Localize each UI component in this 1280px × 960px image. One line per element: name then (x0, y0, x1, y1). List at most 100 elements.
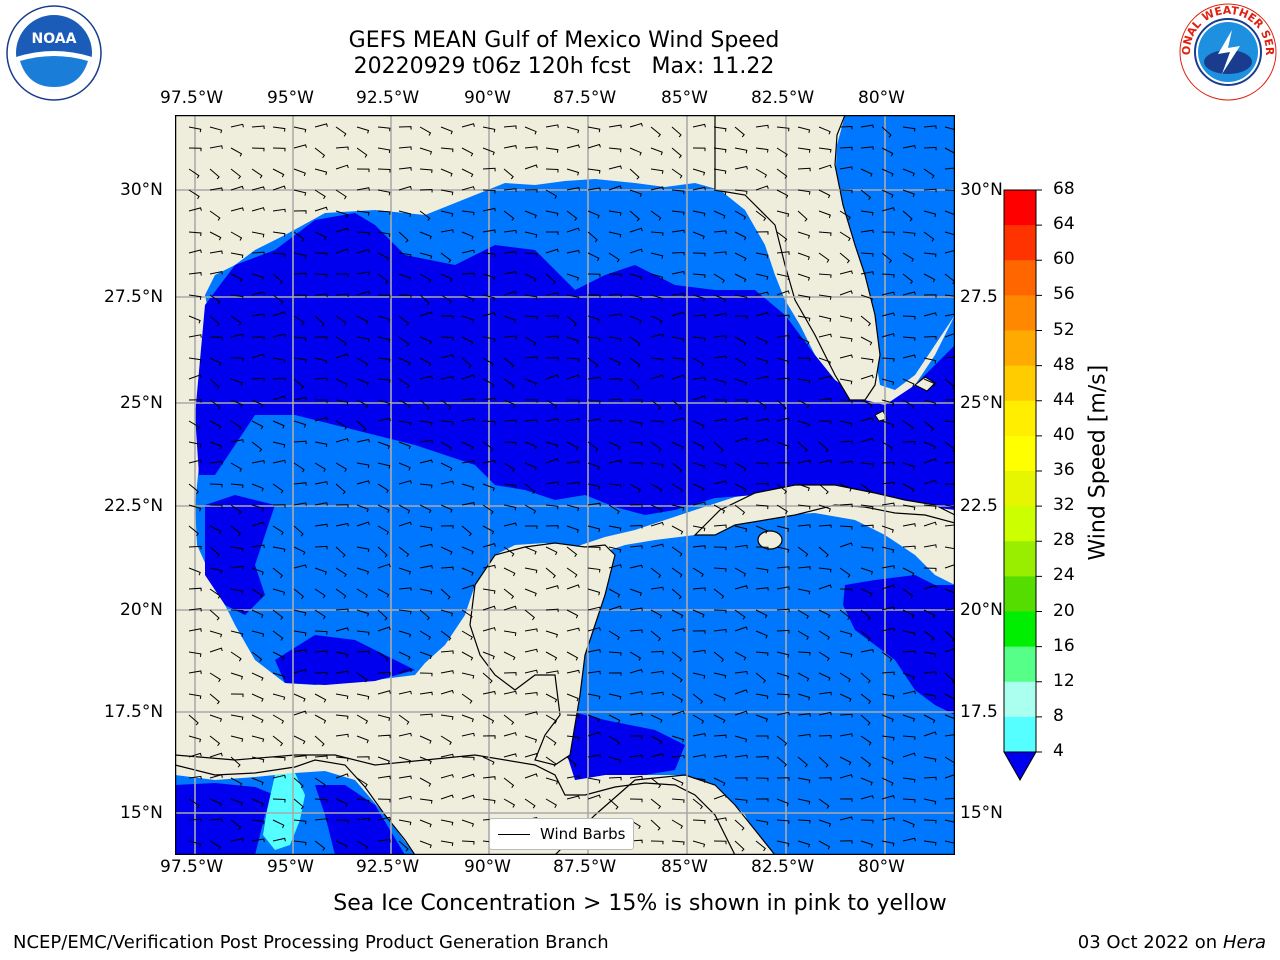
lon-tick-bottom: 90°W (464, 857, 511, 877)
wind-barb (419, 609, 430, 621)
wind-barb (671, 710, 685, 716)
wind-barb (902, 440, 916, 445)
wind-barb (944, 714, 955, 723)
wind-barb (944, 231, 955, 236)
wind-barb (525, 525, 538, 529)
wind-barb (713, 189, 727, 196)
wind-barb (671, 168, 683, 179)
wind-barb (734, 231, 747, 241)
wind-barb (272, 735, 284, 747)
wind-barb (356, 147, 368, 158)
wind-barb (818, 524, 832, 529)
wind-barb (881, 399, 895, 407)
wind-barb (461, 609, 473, 620)
wind-barb (377, 775, 391, 780)
wind-barb (713, 609, 727, 614)
wind-barb (230, 735, 244, 743)
wind-barb (944, 356, 955, 359)
noaa-logo: NOAA (6, 5, 102, 101)
lat-tick-left: 22.5°N (104, 496, 164, 516)
wind-barb (314, 231, 327, 241)
wind-barb (860, 546, 874, 552)
legend-line-icon (498, 833, 530, 835)
wind-barb (377, 609, 388, 621)
wind-barb (335, 189, 347, 200)
wind-barb (734, 735, 748, 743)
wind-barb (608, 231, 622, 238)
wind-barb (356, 480, 370, 485)
wind-barb (797, 210, 808, 222)
wind-barb (356, 210, 370, 216)
wind-barb (587, 273, 601, 278)
wind-barb (503, 651, 516, 661)
wind-barb (419, 439, 433, 444)
wind-barb (272, 609, 284, 620)
wind-barb (440, 441, 453, 451)
wind-barb (230, 185, 244, 191)
wind-barb (356, 588, 368, 598)
wind-barb (272, 208, 286, 213)
wind-barb (587, 693, 601, 700)
wind-barb (503, 567, 516, 577)
wind-barb (545, 714, 557, 724)
wind-barb (713, 418, 727, 423)
wind-barb (692, 336, 706, 342)
wind-barb (335, 627, 349, 632)
wind-barb (461, 567, 474, 576)
wind-barb (902, 399, 914, 410)
wind-barb (419, 840, 432, 849)
wind-barb (839, 816, 853, 821)
wind-barb (293, 546, 306, 556)
wind-barb (923, 479, 937, 485)
wind-barb (902, 504, 916, 511)
wind-barb (251, 838, 265, 842)
wind-barb (713, 567, 727, 572)
wind-barb (608, 588, 621, 598)
wind-barb (818, 777, 832, 781)
wind-barb (797, 588, 811, 595)
wind-barb (335, 378, 348, 388)
wind-barb (734, 710, 748, 716)
wind-barb (419, 273, 432, 283)
wind-barb (713, 462, 727, 469)
wind-barb (776, 168, 788, 179)
central-america-land (175, 754, 776, 855)
wind-barb (335, 651, 349, 658)
high-wind-region (263, 773, 305, 850)
wind-barb (209, 818, 223, 823)
wind-barb (230, 777, 243, 787)
wind-barb (587, 462, 600, 470)
wind-barb (251, 353, 265, 359)
wind-barb (881, 441, 894, 451)
wind-barb (692, 462, 706, 470)
wind-barb (902, 315, 916, 320)
wind-barb (818, 294, 832, 300)
wind-barb (944, 332, 955, 338)
wind-barb (377, 838, 391, 843)
wind-barb (461, 210, 475, 216)
wind-barb (734, 210, 747, 220)
wind-barb (398, 441, 411, 450)
wind-barb (608, 483, 622, 489)
wind-barb (524, 378, 537, 387)
wind-barb (902, 378, 915, 387)
wind-barb (734, 525, 748, 533)
wind-barb (629, 210, 640, 222)
wind-barb (671, 399, 682, 411)
wind-barb (650, 231, 664, 236)
wind-barb (608, 273, 622, 278)
colorbar-tick-label: 48 (1053, 354, 1075, 375)
wind-barb (251, 125, 265, 130)
wind-barb (482, 294, 496, 301)
colorbar-tick-label: 36 (1053, 460, 1075, 480)
wind-barb (230, 123, 244, 128)
wind-barb (713, 672, 727, 679)
wind-barb (440, 354, 454, 359)
wind-barb (419, 375, 433, 380)
wind-barb (692, 525, 706, 532)
wind-barb (398, 775, 412, 780)
wind-barb (734, 189, 748, 195)
wind-barb (923, 840, 937, 846)
wind-barb (923, 378, 936, 387)
wind-barb (356, 817, 370, 822)
